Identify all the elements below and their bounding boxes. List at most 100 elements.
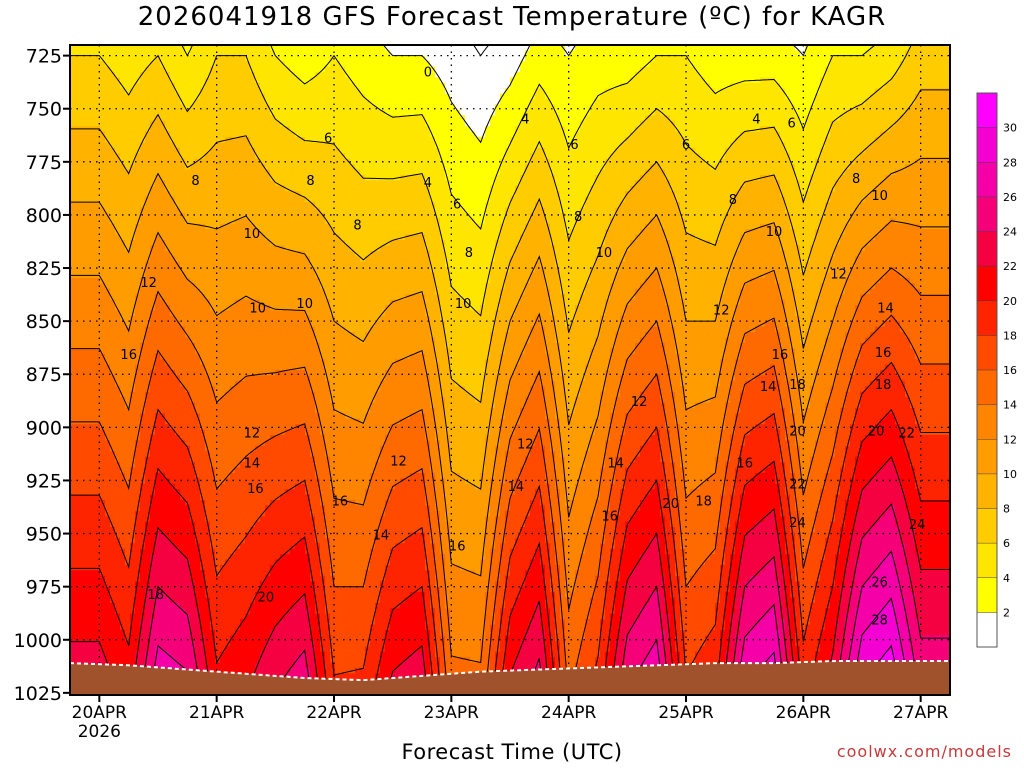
- field-cell: [75, 170, 81, 176]
- field-cell: [205, 397, 211, 403]
- field-cell: [215, 110, 221, 116]
- field-cell: [270, 668, 276, 674]
- field-cell: [120, 175, 126, 181]
- field-cell: [85, 505, 91, 511]
- field-cell: [175, 424, 181, 430]
- field-cell: [125, 105, 131, 111]
- field-cell: [225, 245, 231, 251]
- field-cell: [140, 327, 146, 333]
- field-cell: [90, 484, 96, 490]
- field-cell: [175, 240, 181, 246]
- field-cell: [200, 283, 206, 289]
- field-cell: [240, 164, 246, 170]
- field-cell: [240, 245, 246, 251]
- field-cell: [110, 560, 116, 566]
- field-cell: [130, 294, 136, 300]
- field-cell: [135, 392, 141, 398]
- field-cell: [220, 413, 226, 419]
- field-cell: [195, 273, 201, 279]
- field-cell: [230, 462, 236, 468]
- field-cell: [200, 592, 206, 598]
- field-cell: [155, 608, 161, 614]
- field-cell: [260, 386, 266, 392]
- field-cell: [160, 419, 166, 425]
- field-cell: [245, 332, 251, 338]
- field-cell: [255, 197, 261, 203]
- field-cell: [190, 505, 196, 511]
- field-cell: [215, 614, 221, 620]
- field-cell: [185, 343, 191, 349]
- field-cell: [80, 164, 86, 170]
- field-cell: [200, 522, 206, 528]
- field-cell: [80, 375, 86, 381]
- field-cell: [215, 170, 221, 176]
- field-cell: [95, 375, 101, 381]
- field-cell: [180, 348, 186, 354]
- field-cell: [265, 527, 271, 533]
- field-cell: [140, 386, 146, 392]
- field-cell: [210, 657, 216, 663]
- field-cell: [245, 170, 251, 176]
- field-cell: [205, 143, 211, 149]
- field-cell: [215, 430, 221, 436]
- field-cell: [75, 283, 81, 289]
- field-cell: [85, 619, 91, 625]
- field-cell: [130, 435, 136, 441]
- field-cell: [135, 614, 141, 620]
- field-cell: [90, 440, 96, 446]
- field-cell: [110, 348, 116, 354]
- field-cell: [260, 435, 266, 441]
- field-cell: [105, 619, 111, 625]
- field-cell: [185, 495, 191, 501]
- field-cell: [235, 235, 241, 241]
- field-cell: [90, 446, 96, 452]
- field-cell: [205, 500, 211, 506]
- field-cell: [235, 197, 241, 203]
- field-cell: [245, 408, 251, 414]
- field-cell: [125, 522, 131, 528]
- field-cell: [220, 457, 226, 463]
- field-cell: [105, 543, 111, 549]
- field-cell: [100, 148, 106, 154]
- field-cell: [195, 505, 201, 511]
- field-cell: [100, 440, 106, 446]
- field-cell: [105, 468, 111, 474]
- field-cell: [190, 327, 196, 333]
- field-cell: [195, 321, 201, 327]
- field-cell: [165, 381, 171, 387]
- field-cell: [200, 343, 206, 349]
- field-cell: [160, 635, 166, 641]
- field-cell: [270, 321, 276, 327]
- field-cell: [175, 451, 181, 457]
- field-cell: [275, 332, 281, 338]
- field-cell: [200, 229, 206, 235]
- field-cell: [260, 608, 266, 614]
- field-cell: [215, 354, 221, 360]
- field-cell: [155, 381, 161, 387]
- field-cell: [260, 370, 266, 376]
- field-cell: [215, 115, 221, 121]
- field-cell: [270, 468, 276, 474]
- field-cell: [220, 554, 226, 560]
- field-cell: [80, 316, 86, 322]
- field-cell: [225, 180, 231, 186]
- field-cell: [165, 468, 171, 474]
- field-cell: [105, 348, 111, 354]
- field-cell: [130, 646, 136, 652]
- field-cell: [130, 61, 136, 67]
- field-cell: [175, 635, 181, 641]
- field-cell: [120, 67, 126, 73]
- field-cell: [215, 180, 221, 186]
- field-cell: [240, 61, 246, 67]
- field-cell: [255, 332, 261, 338]
- field-cell: [235, 67, 241, 73]
- field-cell: [210, 435, 216, 441]
- field-cell: [195, 191, 201, 197]
- field-cell: [85, 132, 91, 138]
- field-cell: [95, 224, 101, 230]
- field-cell: [135, 538, 141, 544]
- field-cell: [220, 213, 226, 219]
- field-cell: [265, 283, 271, 289]
- field-cell: [175, 300, 181, 306]
- field-cell: [160, 625, 166, 631]
